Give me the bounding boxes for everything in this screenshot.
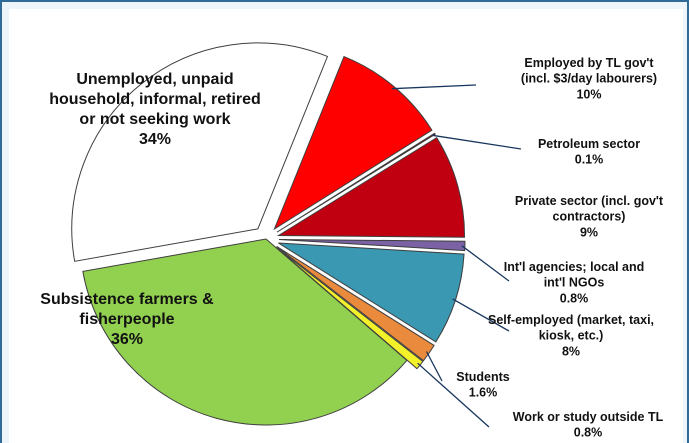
leader-line-1 xyxy=(432,134,522,150)
leader-line-0 xyxy=(391,84,477,90)
pie-slice-3 xyxy=(278,238,466,252)
leader-line-3 xyxy=(461,245,510,282)
leader-line-6 xyxy=(417,362,490,428)
slice-label-7: Subsistence farmers & fisherpeople 36% xyxy=(40,291,214,348)
slice-label-5: Students 1.6% xyxy=(456,370,510,400)
leader-line-4 xyxy=(452,298,510,332)
pie-slice-2 xyxy=(276,136,466,238)
pie-slice-8 xyxy=(71,42,329,262)
slice-label-1: Petroleum sector 0.1% xyxy=(538,137,640,167)
pie-slice-1 xyxy=(276,132,436,233)
pie-chart: Employed by TL gov't (incl. $3/day labour… xyxy=(40,42,664,440)
slice-label-3: Int'l agencies; local and int'l NGOs 0.8% xyxy=(504,260,645,305)
pie-slice-0 xyxy=(273,55,433,231)
slice-label-8: Unemployed, unpaid household, informal, r… xyxy=(49,71,261,148)
slice-label-0: Employed by TL gov't (incl. $3/day labour… xyxy=(521,56,657,101)
pie-slice-7 xyxy=(82,238,408,426)
chart-panel: Employed by TL gov't (incl. $3/day labour… xyxy=(9,9,683,443)
slice-label-6: Work or study outside TL 0.8% xyxy=(513,410,664,440)
slice-label-2: Private sector (incl. gov't contractors) 9… xyxy=(515,194,664,239)
leader-line-5 xyxy=(425,351,443,382)
pie-slice-5 xyxy=(276,246,435,362)
slice-label-4: Self-employed (market, taxi, kiosk, etc.)… xyxy=(488,313,654,358)
pie-slice-4 xyxy=(278,242,465,343)
